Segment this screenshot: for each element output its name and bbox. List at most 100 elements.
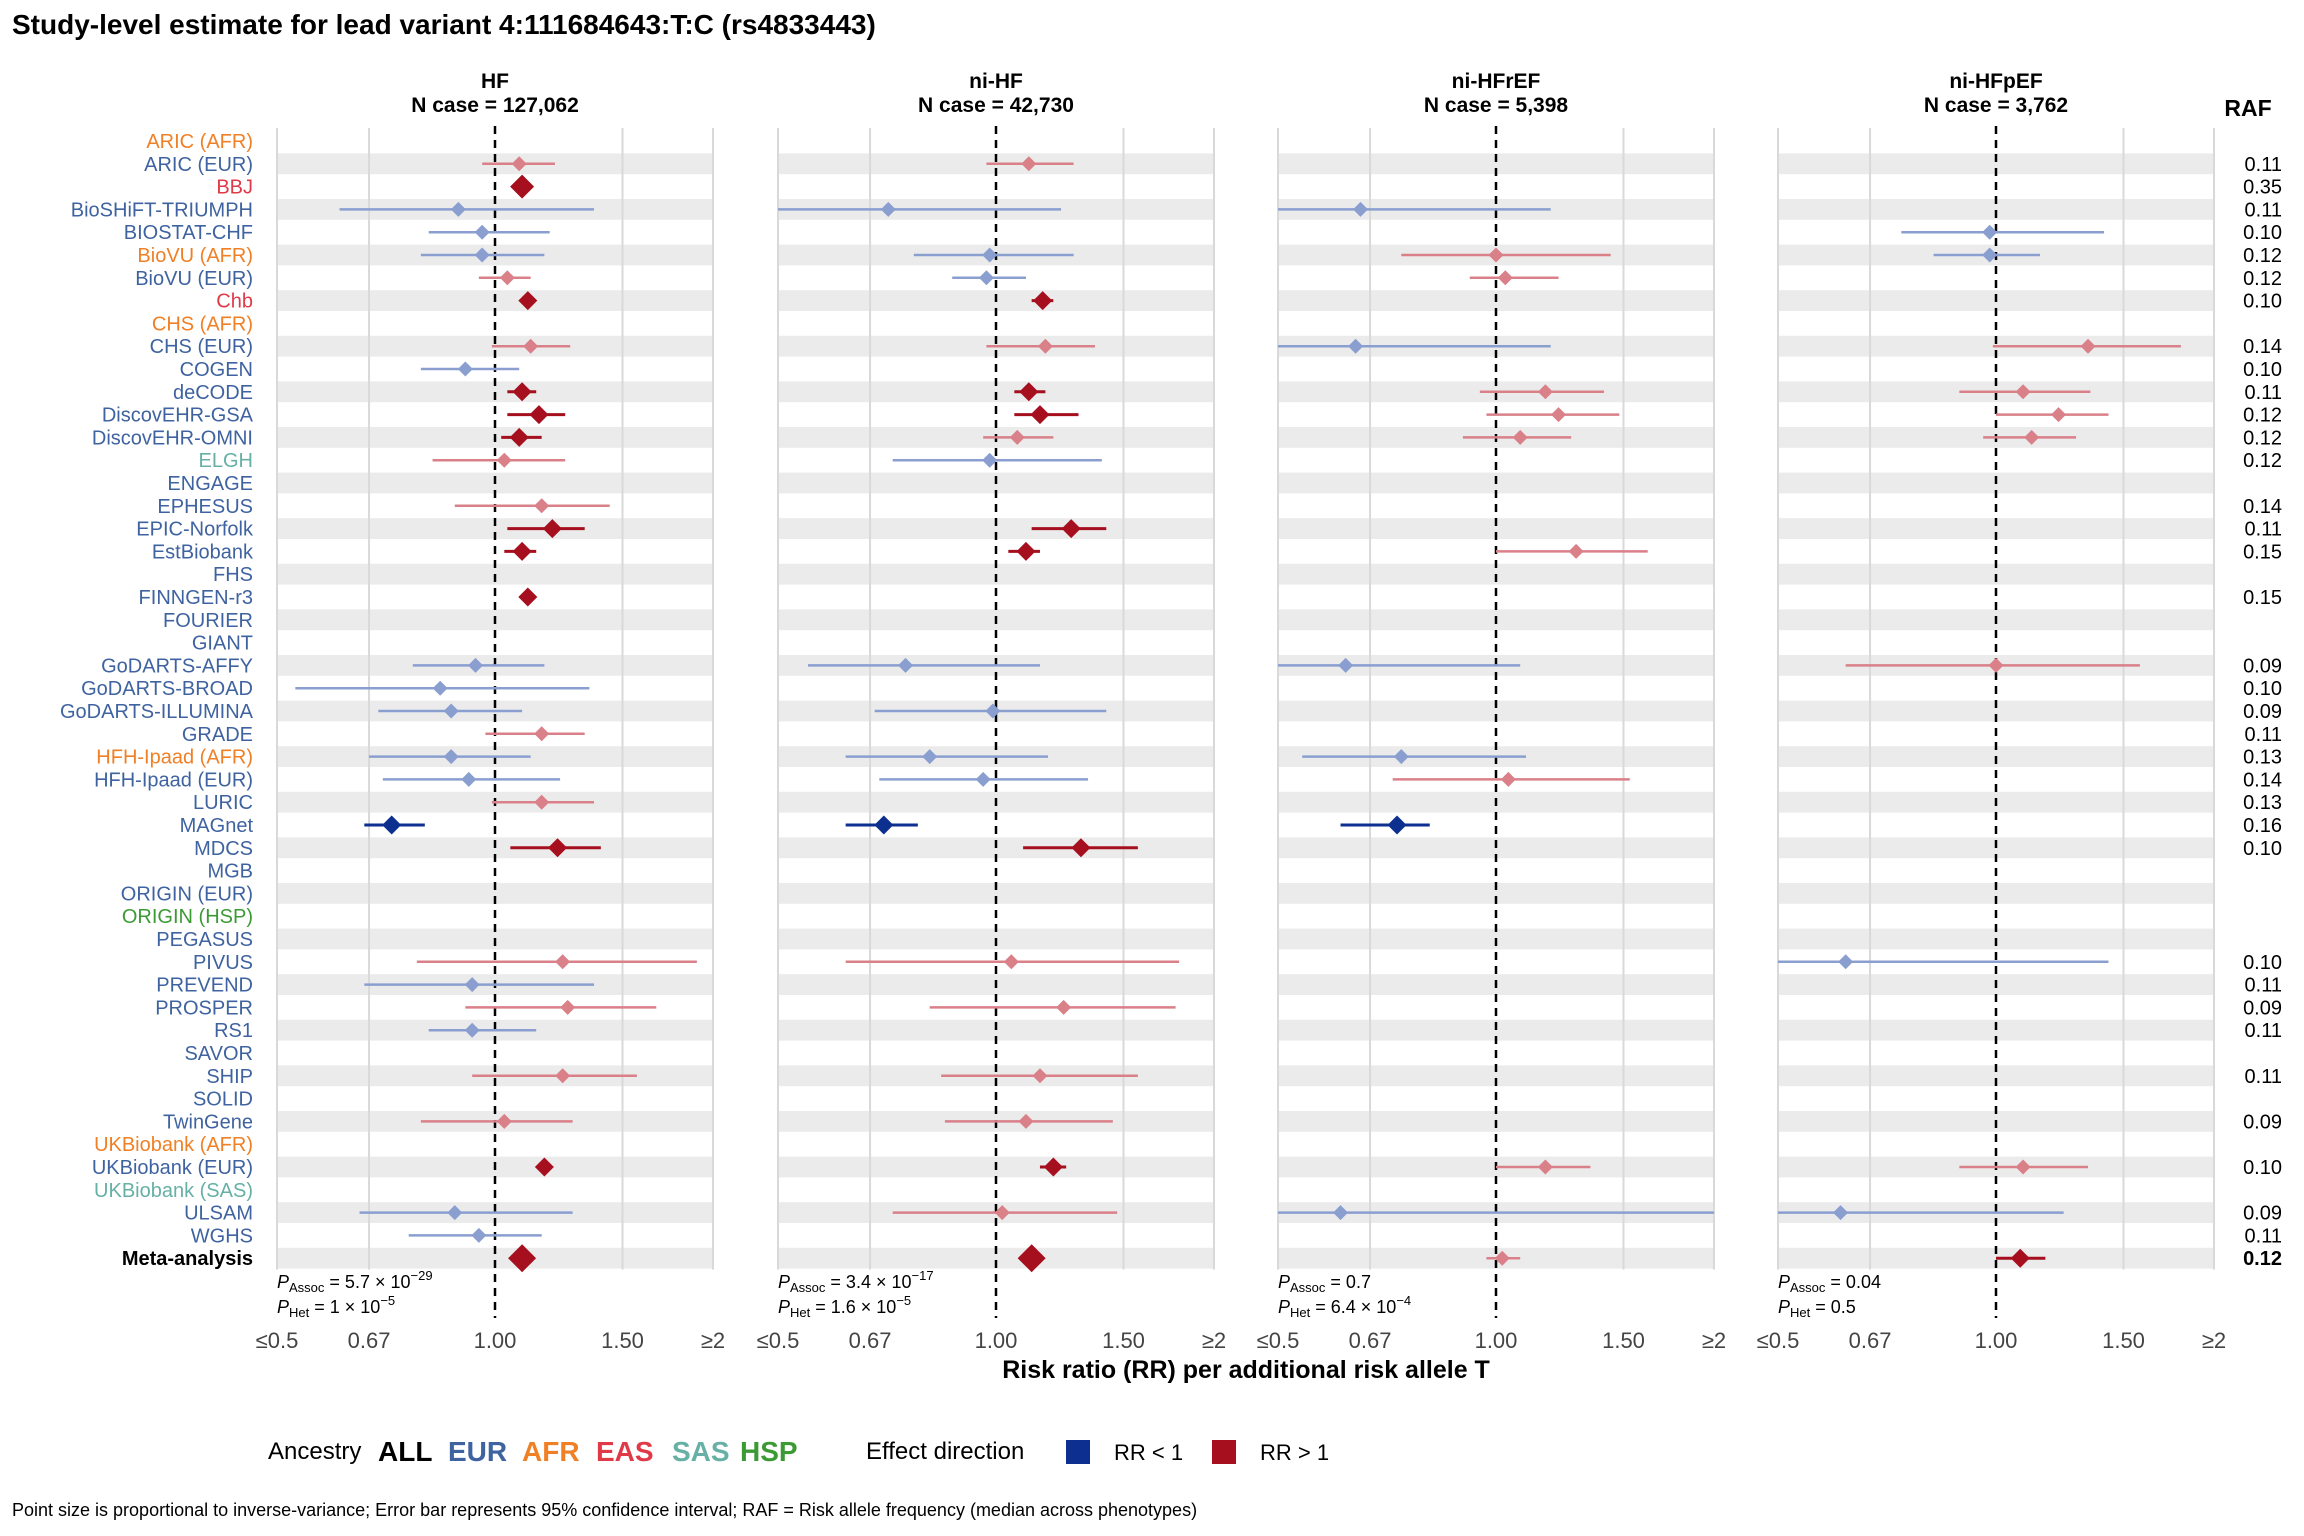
x-tick-label: ≥2: [1202, 1328, 1226, 1353]
panel-title: ni-HFpEF: [1949, 70, 2042, 93]
legend-ancestry-item: HSP: [740, 1436, 798, 1467]
point-estimate: [518, 587, 538, 607]
study-label: SAVOR: [184, 1043, 253, 1065]
raf-column: 0.110.350.110.100.120.120.100.140.100.11…: [2243, 154, 2282, 1270]
point-estimate: [534, 498, 550, 514]
raf-value: 0.10: [2243, 952, 2282, 974]
point-estimate: [496, 1113, 512, 1129]
x-tick-label: ≤0.5: [1257, 1328, 1300, 1353]
raf-value: 0.14: [2243, 336, 2282, 358]
row-stripe: [1778, 700, 2214, 722]
panel-subtitle: N case = 127,062: [411, 94, 579, 117]
row-stripes: [277, 153, 2214, 1269]
point-estimate: [1537, 1159, 1553, 1175]
study-label: DiscovEHR-GSA: [102, 405, 254, 427]
point-estimate: [1056, 999, 1072, 1015]
point-estimate: [2051, 407, 2067, 423]
point-estimate: [534, 726, 550, 742]
point-estimate: [1033, 291, 1053, 311]
row-stripe: [778, 381, 1214, 403]
legend-effect-title: Effect direction: [866, 1438, 1024, 1465]
legend-effect-swatch: [1066, 1440, 1090, 1464]
raf-value: 0.12: [2243, 450, 2282, 472]
raf-value: 0.12: [2243, 1248, 2282, 1270]
legend-ancestry-item: AFR: [522, 1436, 580, 1467]
x-tick-label: 0.67: [348, 1328, 391, 1353]
study-labels: ARIC (AFR)ARIC (EUR)BBJBioSHiFT-TRIUMPHB…: [60, 131, 254, 1270]
point-estimate: [1982, 247, 1998, 263]
point-estimate: [1018, 1113, 1034, 1129]
point-estimate: [982, 452, 998, 468]
x-tick-label: 0.67: [1349, 1328, 1392, 1353]
point-estimate: [2024, 429, 2040, 445]
x-tick-label: 0.67: [1849, 1328, 1892, 1353]
point-estimate: [548, 838, 568, 858]
x-tick-label: ≥2: [701, 1328, 725, 1353]
point-estimate: [510, 174, 535, 199]
point-estimate: [922, 749, 938, 765]
point-estimate: [1043, 1157, 1063, 1177]
x-tick-label: 0.67: [849, 1328, 892, 1353]
study-label: ARIC (AFR): [146, 131, 253, 153]
raf-value: 0.11: [2245, 382, 2282, 404]
row-stripe: [1778, 518, 2214, 539]
p-assoc: PAssoc = 0.04: [1778, 1272, 1881, 1295]
point-estimate: [1016, 541, 1036, 561]
point-estimate: [1348, 338, 1364, 354]
study-label: Meta-analysis: [122, 1248, 253, 1270]
point-estimate: [1003, 954, 1019, 970]
raf-value: 0.11: [2245, 1020, 2282, 1042]
point-estimate: [1488, 247, 1504, 263]
study-label: CHS (EUR): [150, 336, 253, 358]
study-label: RS1: [214, 1020, 253, 1042]
raf-value: 0.12: [2243, 268, 2282, 290]
row-stripe: [277, 883, 713, 904]
x-axis-ticks: ≤0.5 0.67 1.00 1.50 ≥2 ≤0.5 0.67 1.00 1.50 ≥2 ≤0.5…: [256, 1328, 2226, 1353]
estimate-marks: [295, 156, 2181, 1273]
x-tick-label: 1.50: [1102, 1328, 1145, 1353]
point-estimate: [443, 703, 459, 719]
point-estimate: [523, 338, 539, 354]
raf-value: 0.12: [2243, 405, 2282, 427]
study-label: MDCS: [194, 838, 253, 860]
legend-ancestry-item: EAS: [596, 1436, 654, 1467]
p-assoc: PAssoc = 0.7: [1278, 1272, 1371, 1295]
point-estimate: [511, 156, 527, 172]
point-estimate: [1030, 405, 1050, 425]
point-estimate: [1037, 338, 1053, 354]
point-estimate: [1333, 1205, 1349, 1221]
point-estimate: [1019, 382, 1039, 402]
row-stripe: [1778, 1019, 2214, 1041]
legend-ancestry-item: EUR: [448, 1436, 507, 1467]
point-estimate: [2010, 1248, 2030, 1268]
point-estimate: [1021, 156, 1037, 172]
study-label: ARIC (EUR): [144, 154, 253, 176]
point-estimate: [534, 1157, 554, 1177]
raf-value: 0.11: [2245, 519, 2282, 541]
x-tick-label: ≤0.5: [256, 1328, 299, 1353]
point-estimate: [432, 680, 448, 696]
legend-ancestry-item: SAS: [672, 1436, 730, 1467]
p-het: PHet = 6.4 × 10−4: [1278, 1293, 1411, 1320]
point-estimate: [560, 999, 576, 1015]
point-estimate: [994, 1205, 1010, 1221]
row-stripe: [277, 381, 713, 403]
study-label: MAGnet: [180, 815, 254, 837]
row-stripe: [1278, 883, 1714, 904]
study-label: ENGAGE: [167, 473, 253, 495]
study-label: GoDARTS-AFFY: [101, 655, 253, 677]
point-estimate: [1838, 954, 1854, 970]
study-label: ULSAM: [184, 1203, 253, 1225]
raf-value: 0.13: [2243, 747, 2282, 769]
study-label: PEGASUS: [156, 929, 253, 951]
row-stripe: [778, 518, 1214, 539]
study-label: Chb: [216, 291, 253, 313]
point-estimate: [898, 657, 914, 673]
row-stripe: [778, 1247, 1214, 1269]
study-label: DiscovEHR-OMNI: [92, 427, 253, 449]
study-label: CHS (AFR): [152, 313, 253, 335]
study-label: MGB: [207, 861, 253, 883]
point-estimate: [464, 977, 480, 993]
study-label: FINNGEN-r3: [139, 587, 253, 609]
